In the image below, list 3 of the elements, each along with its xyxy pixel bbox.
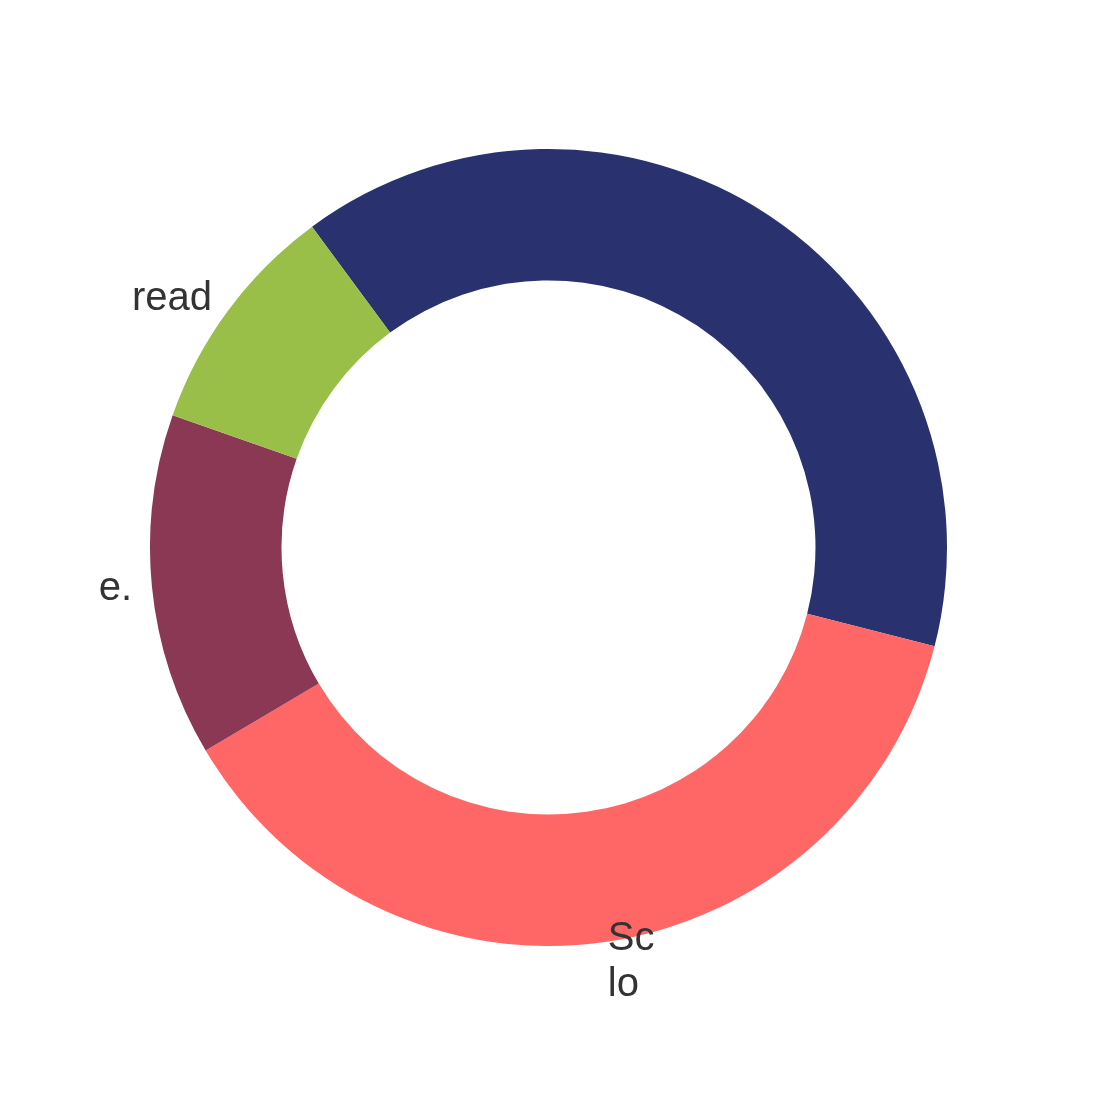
slice-label: e. [98, 563, 133, 608]
slice-label: Sc lo [607, 913, 655, 1004]
slice-label: read [132, 273, 213, 318]
